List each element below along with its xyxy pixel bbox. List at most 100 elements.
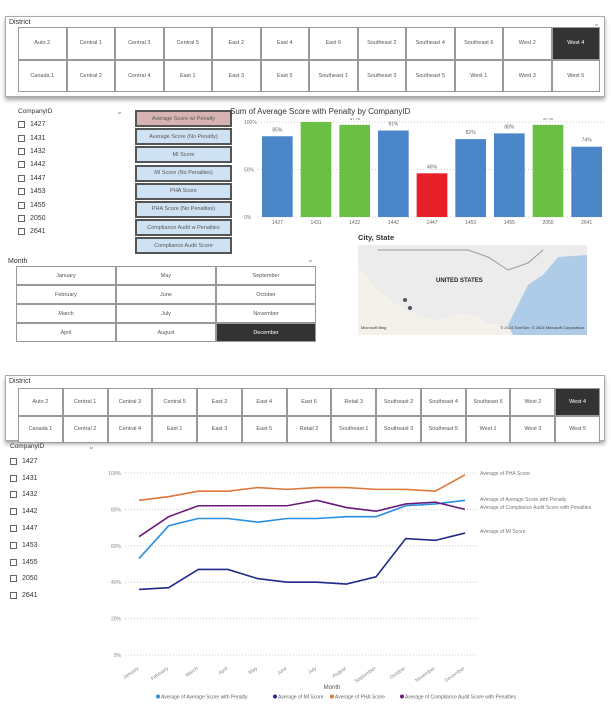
district-tile[interactable]: Southeast 4 [420,388,466,416]
measure-button[interactable]: PHA Score (No Penalties) [135,200,232,218]
company-checkbox-item[interactable]: 1453 [10,537,44,554]
district-tile[interactable]: West 4 [555,388,600,416]
measure-button[interactable]: MI Score [135,146,232,164]
district-tile[interactable]: Southeast 3 [376,415,421,443]
district-tile[interactable]: Canada 1 [18,415,63,443]
company-checkbox-item[interactable]: 2641 [18,225,52,238]
company-checkbox-item[interactable]: 2050 [10,571,44,588]
company-checkbox-item[interactable]: 2050 [18,212,52,225]
district-tile[interactable]: Central 2 [62,415,108,443]
month-tile[interactable]: November [216,304,316,323]
district-tile[interactable]: Southeast 6 [454,27,503,60]
checkbox[interactable] [10,525,17,533]
month-tile[interactable]: August [116,323,216,342]
district-tile[interactable]: Central 4 [107,415,153,443]
company-checkbox-item[interactable]: 2641 [10,587,44,604]
district-tile[interactable]: Southeast 6 [465,388,511,416]
district-tile[interactable]: Auto 2 [18,27,67,60]
district-tile[interactable]: West 2 [510,388,556,416]
company-checkbox-item[interactable]: 1427 [18,118,52,131]
district-tile[interactable]: Southeast 4 [406,27,455,60]
district-tile[interactable]: West 3 [510,415,556,443]
district-tile[interactable]: East 3 [212,59,261,92]
company-checkbox-item[interactable]: 1431 [18,131,52,144]
checkbox[interactable] [18,134,25,142]
map[interactable]: UNITED STATES Microsoft Bing © 2024 TomT… [358,245,587,335]
district-tile[interactable]: Central 4 [115,59,164,92]
checkbox[interactable] [10,474,17,482]
district-tile[interactable]: Central 3 [107,388,153,416]
checkbox[interactable] [18,147,25,155]
district-tile[interactable]: East 2 [197,388,242,416]
district-tile[interactable]: Central 5 [163,27,212,60]
checkbox[interactable] [18,174,25,182]
company-checkbox-item[interactable]: 1447 [10,520,44,537]
measure-button[interactable]: Compliance Audit Score [135,237,232,255]
checkbox[interactable] [10,558,17,566]
checkbox[interactable] [18,201,25,209]
district-tile[interactable]: East 6 [286,388,332,416]
checkbox[interactable] [10,541,17,549]
company-checkbox-item[interactable]: 1427 [10,453,44,470]
district-tile[interactable]: Central 1 [62,388,108,416]
district-tile[interactable]: West 2 [503,27,552,60]
checkbox[interactable] [18,161,25,169]
chevron-down-icon[interactable]: ⌄ [593,19,600,28]
company-checkbox-item[interactable]: 1432 [18,145,52,158]
district-tile[interactable]: East 1 [152,415,198,443]
district-tile[interactable]: West 1 [454,59,503,92]
month-tile[interactable]: September [216,266,316,285]
checkbox[interactable] [10,592,17,600]
district-tile[interactable]: Central 2 [66,59,115,92]
district-tile[interactable]: West 4 [551,27,600,60]
district-tile[interactable]: West 1 [465,415,511,443]
chevron-down-icon[interactable]: ⌄ [307,255,314,264]
month-tile[interactable]: June [116,285,216,304]
company-checkbox-item[interactable]: 1431 [10,470,44,487]
checkbox[interactable] [18,228,25,236]
district-tile[interactable]: East 4 [260,27,309,60]
chevron-down-icon[interactable]: ⌄ [116,107,123,116]
district-tile[interactable]: East 4 [241,388,287,416]
month-tile[interactable]: December [216,323,316,342]
measure-button[interactable]: Average Score (No Penalty) [135,128,232,146]
company-checkbox-item[interactable]: 1442 [10,503,44,520]
district-tile[interactable]: East 6 [309,27,358,60]
measure-button[interactable]: MI Score (No Penalties) [135,164,232,182]
company-checkbox-item[interactable]: 1447 [18,172,52,185]
month-tile[interactable]: July [116,304,216,323]
month-tile[interactable]: April [16,323,116,342]
district-tile[interactable]: West 5 [555,415,600,443]
checkbox[interactable] [10,491,17,499]
district-tile[interactable]: Retail 3 [331,388,377,416]
company-checkbox-item[interactable]: 1455 [18,198,52,211]
company-checkbox-item[interactable]: 1455 [10,554,44,571]
district-tile[interactable]: Central 3 [115,27,164,60]
district-tile[interactable]: Southeast 1 [309,59,358,92]
checkbox[interactable] [18,121,25,129]
checkbox[interactable] [18,214,25,222]
district-tile[interactable]: Central 5 [152,388,198,416]
measure-button[interactable]: Average Score w/ Penalty [135,110,232,127]
district-tile[interactable]: Central 1 [66,27,115,60]
district-tile[interactable]: East 1 [163,59,212,92]
month-tile[interactable]: February [16,285,116,304]
checkbox[interactable] [10,508,17,516]
month-tile[interactable]: October [216,285,316,304]
district-tile[interactable]: Southeast 3 [357,59,406,92]
district-tile[interactable]: Retail 2 [286,415,332,443]
district-tile[interactable]: East 5 [260,59,309,92]
district-tile[interactable]: Southeast 2 [357,27,406,60]
month-tile[interactable]: January [16,266,116,285]
month-tile[interactable]: March [16,304,116,323]
district-tile[interactable]: Southeast 5 [420,415,466,443]
month-tile[interactable]: May [116,266,216,285]
checkbox[interactable] [10,575,17,583]
district-tile[interactable]: East 2 [212,27,261,60]
company-checkbox-item[interactable]: 1432 [10,487,44,504]
district-tile[interactable]: Southeast 2 [376,388,421,416]
district-tile[interactable]: East 3 [197,415,242,443]
chevron-down-icon[interactable]: ⌄ [88,442,95,451]
measure-button[interactable]: Compliance Audit w Penalties [135,219,232,237]
district-tile[interactable]: East 5 [241,415,287,443]
